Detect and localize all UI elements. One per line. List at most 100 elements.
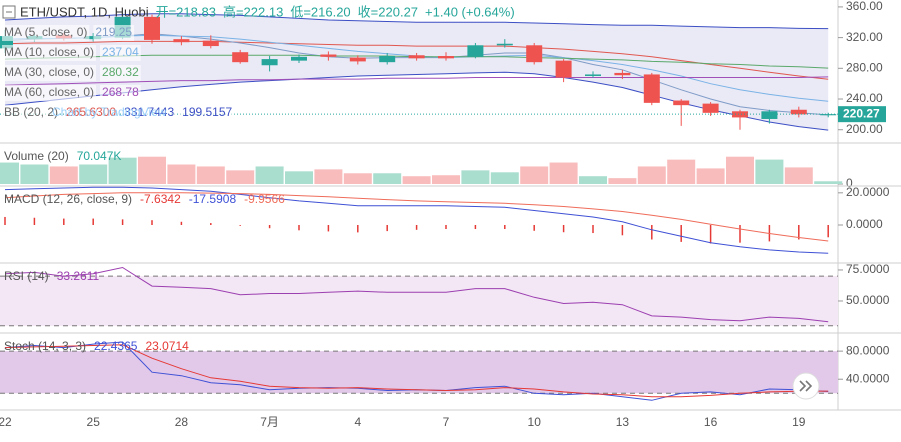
y-tick-label: 20.0000 [846,185,890,199]
legend-value: -9.9566 [244,192,285,206]
legend-value: 23.0714 [145,339,189,353]
candle-body [761,111,778,119]
legend-bg [122,105,177,121]
legend-name: Volume (20) [4,149,69,163]
ohlc-high: 高=222.13 [223,4,283,19]
candle-body [702,103,719,113]
candle-body [643,74,660,103]
candle-body [467,45,484,57]
volume-bar [490,172,519,184]
legend-value: 22.4365 [94,339,138,353]
volume-bar [255,166,284,184]
y-tick-label: 360.00 [846,0,883,13]
scroll-button[interactable] [792,372,820,400]
candle-body [790,109,807,115]
volume-bar [167,164,196,184]
volume-bar [402,176,431,184]
legend-name: RSI (14) [4,269,49,283]
legend-name: MA (10, close, 0) [4,45,94,59]
volume-bar [20,164,49,184]
bb-basis [4,40,829,80]
volume-bar [814,181,843,184]
legend-bg [100,45,141,61]
legend-name: MA (30, close, 0) [4,65,94,79]
volume-bar [784,167,813,184]
legend-value: 280.32 [102,65,139,79]
legend-name: MA (5, close, 0) [4,25,87,39]
legend-value: -17.5908 [189,192,237,206]
x-tick-label: 7 [443,415,450,429]
indicator-line [4,192,829,242]
volume-bar [726,156,754,184]
volume-bar [0,162,19,184]
candle-body [349,57,366,62]
volume-bar [285,171,313,184]
symbol: ETH/USDT, 1D, Huobi [20,4,149,19]
legend-value: 268.78 [102,85,139,99]
legend-value: 331.7443 [124,105,174,119]
x-tick-label: 28 [175,415,189,429]
collapse-icon[interactable] [2,5,16,19]
volume-bar [755,159,784,184]
candle-body [496,43,513,46]
volume-bar [432,175,460,184]
y-tick-label: 200.00 [846,122,883,136]
y-tick-label: 240.00 [846,91,883,105]
volume-bar [579,176,607,184]
last-price-label: 220.27 [843,106,880,120]
legend-value: 237.04 [102,45,139,59]
bb-lower [4,71,829,131]
volume-bar [138,156,166,184]
volume-bar [108,157,137,184]
candle-body [673,100,690,106]
legend-value: 33.2611 [57,269,100,283]
x-tick-label: 16 [704,415,718,429]
legend-value: 265.6300 [66,105,116,119]
volume-bar [373,173,402,184]
ohlc-low: 低=216.20 [290,4,350,19]
y-tick-label: 40.0000 [846,371,890,385]
indicator-line [4,186,829,254]
legend-name: BB (20, 2) [4,105,58,119]
x-tick-label: 13 [616,415,630,429]
legend-bg [64,105,119,121]
candle-body [408,55,425,59]
candle-body [261,59,278,66]
x-tick-label: 10 [528,415,542,429]
bb-upper [4,13,829,30]
indicator-line [4,266,829,323]
volume-bar [667,159,696,184]
volume-bar [343,173,372,184]
volume-bar [608,178,637,184]
x-tick-label: 4 [354,415,361,429]
y-tick-label: 75.0000 [846,262,890,276]
legend-bg [180,105,235,121]
volume-bar [226,170,255,184]
candle-body [379,56,396,63]
candle-body [585,74,601,76]
candle-body [144,16,160,40]
legend-bg [2,65,97,81]
x-tick-label: 22 [0,415,12,429]
legend-name: Stoch (14, 3, 3) [4,339,86,353]
volume-bar [520,166,549,184]
y-tick-label: 50.0000 [846,293,890,307]
candle-body [85,36,102,40]
candle-body [820,114,837,116]
y-tick-label: 80.0000 [846,343,890,357]
volume-bar [637,166,666,184]
legend-bg [2,25,90,41]
indicator-line [4,344,829,398]
x-tick-label: 7月 [260,415,279,429]
legend-bg [2,105,61,121]
volume-bar [49,166,78,184]
band-fill [0,351,838,394]
candle-body [732,111,748,118]
ohlc-change: +1.40 (+0.64%) [425,4,515,19]
volume-bar [196,166,225,184]
plot-area: 360.00 320.00 280.00 240.00 200.00 22 25 28 7月 4 7… [0,0,901,429]
last-price-box [838,106,886,123]
volume-bar [314,169,343,184]
ohlc-close: 收=220.27 [358,4,418,19]
